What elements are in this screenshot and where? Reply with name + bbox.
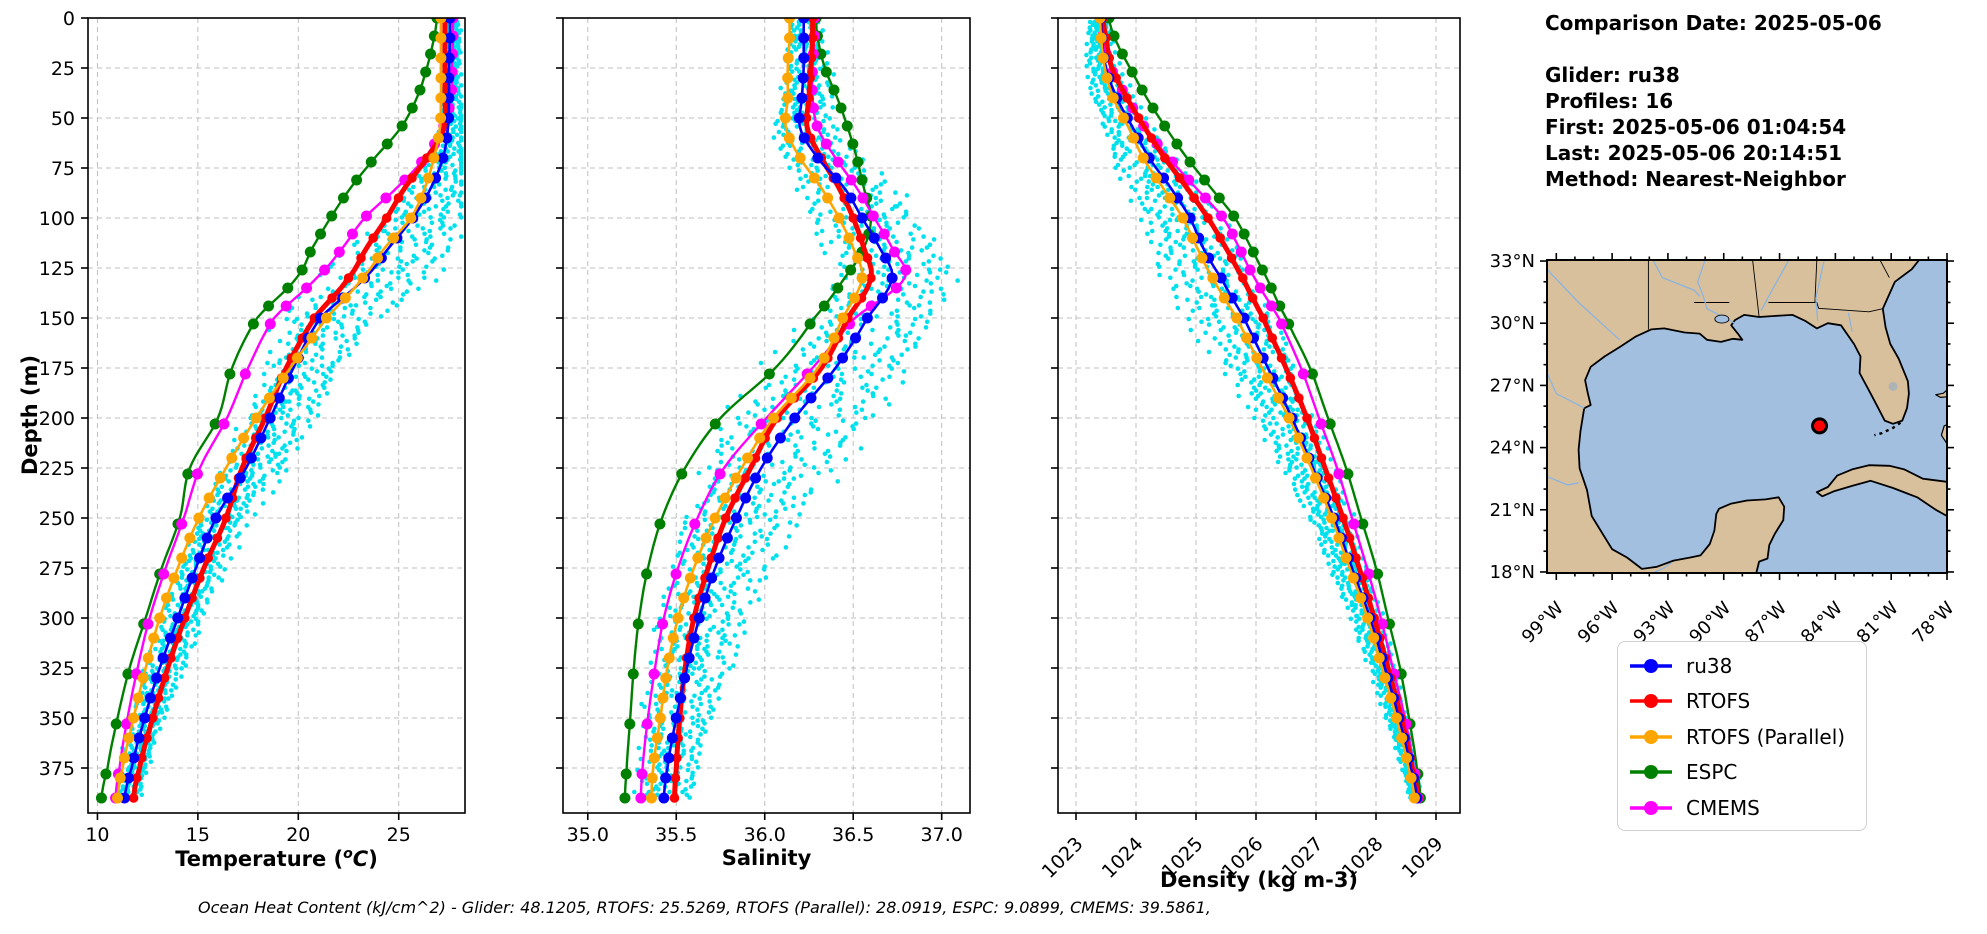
svg-text:27°N: 27°N [1490, 375, 1535, 396]
florida-keys [1874, 421, 1902, 437]
gridlines [563, 17, 970, 813]
legend-swatch-icon [1630, 694, 1672, 709]
lake-pontchartrain [1714, 314, 1730, 324]
svg-text:300: 300 [39, 608, 75, 630]
axes-frame [1057, 17, 1461, 814]
land-cuba [1815, 464, 1947, 517]
depth-axis-label: Depth (m) [18, 354, 42, 476]
glider-name-text: Glider: ru38 [1545, 63, 1680, 87]
svg-text:225: 225 [39, 458, 75, 480]
legend-label: CMEMS [1686, 795, 1760, 820]
svg-text:150: 150 [39, 308, 75, 330]
svg-text:250: 250 [39, 508, 75, 530]
legend-label: RTOFS (Parallel) [1686, 724, 1846, 749]
legend-label: ESPC [1686, 760, 1738, 785]
axes-frame [562, 17, 971, 814]
svg-text:37.0: 37.0 [921, 824, 963, 846]
land-bahamas [1935, 389, 1947, 398]
legend-entry-rtofs-parallel-: RTOFS (Parallel) [1628, 719, 1856, 755]
comparison-info-block: Comparison Date: 2025-05-06 Glider: ru38… [1545, 10, 1882, 192]
depth-tick-labels: 0 25 50 75 100 125 150 175 200 225 250 275 300 325 350… [39, 8, 75, 780]
lake-okeechobee [1888, 381, 1898, 391]
svg-text:350: 350 [39, 708, 75, 730]
map-frame [1546, 259, 1948, 574]
comparison-date-text: Comparison Date: 2025-05-06 [1545, 11, 1882, 35]
svg-text:50: 50 [51, 108, 75, 130]
svg-text:96°W: 96°W [1574, 598, 1624, 648]
svg-text:375: 375 [39, 758, 75, 780]
svg-text:99°W: 99°W [1518, 598, 1568, 648]
svg-text:10: 10 [85, 824, 109, 846]
tick-marks [556, 17, 943, 820]
legend-swatch-icon [1630, 658, 1672, 673]
svg-text:35.0: 35.0 [567, 824, 609, 846]
series-ESPC [619, 18, 877, 804]
svg-text:30°N: 30°N [1490, 313, 1535, 334]
gridlines [88, 17, 465, 813]
svg-text:20: 20 [286, 824, 310, 846]
glider-location-marker [1811, 417, 1829, 435]
first-profile-time-text: First: 2025-05-06 01:04:54 [1545, 115, 1847, 139]
series-RTOFS (Parallel) [112, 18, 447, 804]
land-bahamas [1940, 424, 1947, 443]
temperature-axis-label: Temperature (oC) [175, 846, 378, 871]
legend-entry-rtofs: RTOFS [1628, 684, 1856, 720]
legend: ru38 RTOFS RTOFS (Parallel) ESPC CMEMS [1617, 641, 1867, 831]
legend-label: RTOFS [1686, 689, 1751, 714]
tick-marks [1051, 17, 1437, 820]
svg-text:175: 175 [39, 358, 75, 380]
svg-text:35.5: 35.5 [655, 824, 697, 846]
state-borders [1647, 260, 1890, 330]
legend-label: ru38 [1686, 653, 1733, 678]
svg-text:25: 25 [51, 58, 75, 80]
map-lat-labels: 33°N 30°N 27°N 24°N 21°N 18°N [1490, 251, 1535, 583]
last-profile-time-text: Last: 2025-05-06 20:14:51 [1545, 141, 1843, 165]
tick-marks [81, 17, 400, 820]
method-text: Method: Nearest-Neighbor [1545, 167, 1846, 191]
legend-swatch-icon [1630, 765, 1672, 780]
series-RTOFS (Parallel) [1094, 18, 1420, 804]
svg-text:325: 325 [39, 658, 75, 680]
profiles-count-text: Profiles: 16 [1545, 89, 1674, 113]
svg-text:25: 25 [387, 824, 411, 846]
salinity-axis-label: Salinity [721, 846, 812, 870]
svg-text:24°N: 24°N [1490, 438, 1535, 459]
svg-text:75: 75 [51, 158, 75, 180]
svg-text:78°W: 78°W [1909, 598, 1959, 648]
svg-text:33°N: 33°N [1490, 251, 1535, 272]
svg-text:36.0: 36.0 [744, 824, 786, 846]
svg-text:275: 275 [39, 558, 75, 580]
legend-entry-ru38: ru38 [1628, 648, 1856, 684]
svg-text:21°N: 21°N [1490, 500, 1535, 521]
rivers [1547, 260, 1853, 573]
svg-text:15: 15 [186, 824, 210, 846]
x-tick-labels: 35.0 35.5 36.0 36.5 37.0 [567, 824, 963, 846]
svg-text:200: 200 [39, 408, 75, 430]
series-ru38 [658, 18, 898, 804]
svg-text:0: 0 [63, 8, 75, 30]
axes-frame [87, 17, 466, 814]
legend-entry-cmems: CMEMS [1628, 790, 1856, 826]
ocean-heat-content-footer: Ocean Heat Content (kJ/cm^2) - Glider: 4… [198, 898, 1211, 917]
svg-text:18°N: 18°N [1490, 562, 1535, 583]
svg-text:100: 100 [39, 208, 75, 230]
legend-swatch-icon [1630, 729, 1672, 744]
svg-text:36.5: 36.5 [832, 824, 874, 846]
legend-entry-espc: ESPC [1628, 755, 1856, 791]
density-axis-label: Density (kg m-3) [1159, 868, 1359, 892]
series-RTOFS (Parallel) [645, 18, 868, 804]
map-ticks [1540, 253, 1954, 580]
svg-text:125: 125 [39, 258, 75, 280]
legend-swatch-icon [1630, 800, 1672, 815]
x-tick-labels: 10 15 20 25 [85, 824, 410, 846]
